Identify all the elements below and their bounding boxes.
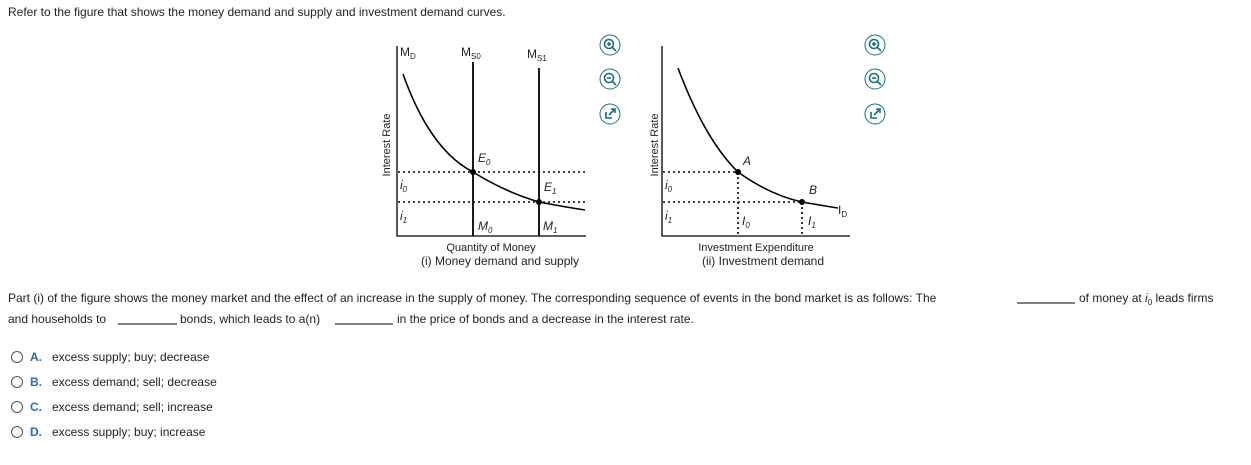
point-e0 (470, 169, 476, 175)
md-curve (402, 73, 586, 211)
question-text: Part (i) of the figure shows the money m… (8, 291, 937, 305)
point-b (799, 199, 805, 205)
caption: (ii) Investment demand (702, 254, 824, 268)
option-text: excess supply; buy; increase (52, 425, 206, 439)
label-i1-q: I1 (808, 214, 816, 230)
zoom-in[interactable] (599, 34, 621, 56)
question-text: bonds, which leads to a(n) (180, 312, 320, 326)
label-ms1: MS1 (527, 47, 547, 63)
label-i0-q: I0 (742, 214, 750, 230)
axes (661, 46, 850, 237)
zoom-out[interactable] (599, 68, 621, 90)
y-axis-label: Interest Rate (649, 114, 661, 177)
label-id: ID (838, 203, 847, 219)
caption: (i) Money demand and supply (421, 254, 579, 268)
figure-money: MD MS0 MS1 E0 E1 i0 i1 M0 M1 Interest Ra… (381, 45, 586, 268)
label-i0: i0 (665, 178, 673, 194)
label-i0: i0 (400, 178, 408, 194)
label-a: A (742, 154, 751, 168)
open-external[interactable] (864, 103, 886, 125)
option[interactable]: A. excess supply; buy; decrease (11, 350, 210, 364)
x-axis-label: Investment Expenditure (698, 242, 814, 254)
prompt: Refer to the figure that shows the money… (8, 5, 506, 19)
label-i1: i1 (665, 209, 672, 225)
option[interactable]: D. excess supply; buy; increase (11, 425, 206, 439)
label-m0: M0 (478, 219, 493, 235)
radio[interactable] (11, 401, 23, 413)
option[interactable]: B. excess demand; sell; decrease (11, 375, 218, 389)
label-e0: E0 (478, 151, 491, 167)
label-b: B (809, 183, 817, 197)
radio[interactable] (11, 351, 23, 363)
zoom-out[interactable] (864, 68, 886, 90)
id-curve (677, 67, 839, 209)
figure-investment: A B ID i0 i1 I0 I1 Interest Rate Investm… (649, 46, 850, 268)
option-letter: C. (30, 400, 42, 414)
option-text: excess demand; sell; increase (52, 400, 213, 414)
question: Part (i) of the figure shows the money m… (8, 291, 1214, 326)
option-letter: A. (30, 350, 42, 364)
question-text: and households to (8, 312, 106, 326)
label-md: MD (400, 45, 416, 61)
zoom-in[interactable] (864, 34, 886, 56)
question-text: of money at i0 leads firms (1079, 291, 1214, 307)
option-text: excess demand; sell; decrease (52, 375, 217, 389)
label-ms0: MS0 (461, 45, 481, 61)
label-e1: E1 (544, 180, 556, 196)
radio[interactable] (11, 376, 23, 388)
option-text: excess supply; buy; decrease (52, 350, 210, 364)
point-e1 (536, 199, 542, 205)
option-letter: D. (30, 425, 42, 439)
option-letter: B. (30, 375, 42, 389)
option[interactable]: C. excess demand; sell; increase (11, 400, 214, 414)
label-i1: i1 (400, 209, 407, 225)
x-axis-label: Quantity of Money (446, 242, 536, 254)
question-text: in the price of bonds and a decrease in … (397, 312, 694, 326)
radio[interactable] (11, 426, 23, 438)
point-a (735, 169, 741, 175)
axes (396, 46, 586, 237)
open-external[interactable] (599, 103, 621, 125)
y-axis-label: Interest Rate (381, 114, 393, 177)
label-m1: M1 (543, 219, 557, 235)
